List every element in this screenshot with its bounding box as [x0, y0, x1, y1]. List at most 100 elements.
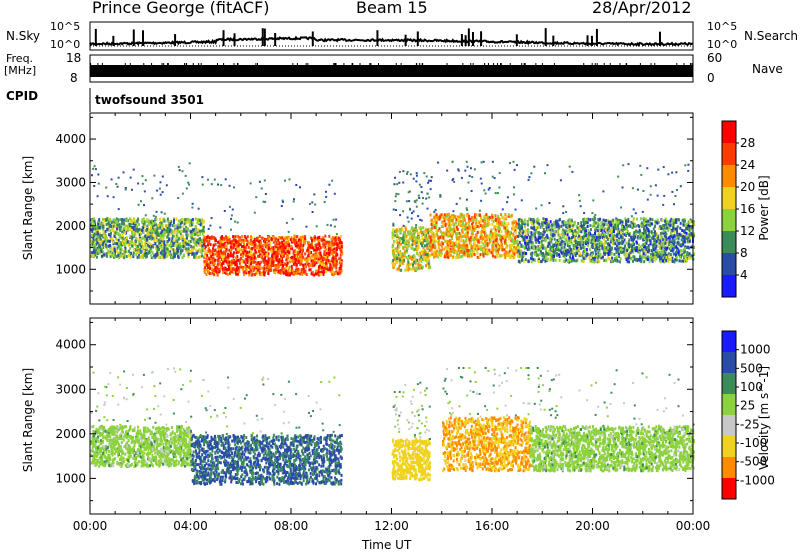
power-cell: [112, 224, 115, 228]
power-cell: [98, 218, 101, 222]
power-cell: [277, 262, 280, 266]
power-cell: [466, 245, 469, 249]
power-cell: [181, 218, 184, 221]
power-cell: [102, 222, 105, 226]
power-cell: [316, 236, 319, 240]
power-cell: [443, 213, 446, 217]
power-cell: [539, 249, 542, 253]
power-cell: [158, 234, 160, 237]
power-cell: [513, 248, 515, 252]
power-cell: [497, 245, 499, 249]
power-cell: [568, 218, 571, 222]
power-cell: [297, 267, 300, 271]
power-cell: [635, 232, 637, 236]
power-cell: [142, 229, 145, 232]
power-cell: [512, 239, 515, 242]
power-cell: [393, 263, 396, 267]
power-cell: [408, 190, 411, 193]
power-cell: [191, 237, 194, 241]
power-cell: [291, 269, 294, 273]
power-cell: [131, 230, 133, 234]
power-cell: [418, 235, 421, 239]
power-cell: [317, 273, 320, 277]
power-cell: [136, 255, 139, 259]
power-cell: [159, 255, 162, 259]
power-cell: [282, 238, 285, 242]
power-cell: [109, 255, 112, 259]
power-cell: [472, 225, 475, 229]
power-cell: [283, 254, 286, 258]
power-cell: [485, 215, 488, 219]
power-cell: [399, 228, 401, 232]
power-cell: [241, 260, 244, 264]
power-cell: [480, 245, 483, 249]
power-cell: [159, 243, 162, 247]
power-cell: [187, 233, 190, 237]
power-cell: [407, 220, 410, 223]
power-cell: [207, 262, 210, 266]
power-cell: [115, 254, 118, 258]
power-cell: [298, 258, 301, 262]
power-cell: [649, 242, 652, 246]
power-cell: [212, 247, 215, 251]
power-cell: [410, 246, 413, 250]
power-cell: [330, 259, 333, 263]
power-cell: [184, 241, 187, 245]
power-cell: [136, 220, 139, 224]
power-cell: [125, 255, 128, 258]
power-cell: [534, 236, 537, 240]
power-cell: [327, 251, 330, 255]
power-cell: [451, 228, 454, 231]
power-cell: [482, 249, 485, 253]
power-cell: [222, 252, 225, 256]
power-cell: [478, 221, 481, 225]
power-cell: [445, 226, 448, 230]
power-cell: [115, 217, 118, 221]
power-cell: [176, 226, 179, 230]
power-cell: [509, 162, 511, 165]
power-cell: [187, 252, 190, 256]
power-cell: [421, 241, 424, 245]
power-cell: [97, 173, 100, 176]
power-cell: [228, 184, 231, 187]
power-cell: [250, 262, 252, 266]
power-cell: [111, 253, 114, 257]
power-cell: [412, 247, 415, 251]
power-cell: [251, 265, 254, 269]
power-cell: [425, 236, 428, 240]
power-cell: [254, 273, 256, 277]
power-cell: [675, 254, 678, 258]
power-cell: [467, 181, 470, 184]
power-cell: [218, 255, 221, 259]
power-cell: [242, 260, 245, 264]
power-cell: [398, 245, 401, 249]
power-cell: [174, 240, 177, 244]
power-cell: [181, 192, 184, 195]
power-cell: [107, 239, 110, 243]
power-cell: [428, 244, 431, 248]
power-cell: [137, 251, 140, 255]
power-cell: [182, 244, 185, 248]
power-cell: [514, 231, 517, 235]
power-cell: [257, 240, 260, 244]
power-cell: [413, 240, 415, 244]
power-cell: [404, 250, 406, 254]
power-cell: [486, 246, 489, 250]
power-cell: [120, 248, 123, 252]
beam-title: Beam 15: [356, 0, 428, 17]
power-cell: [659, 255, 662, 259]
power-cell: [490, 247, 493, 251]
power-cell: [405, 234, 408, 238]
power-cell: [480, 161, 483, 164]
power-cell: [250, 269, 253, 273]
power-cell: [428, 179, 431, 182]
power-cell: [201, 232, 204, 236]
power-cell: [408, 231, 411, 235]
power-cell: [617, 252, 620, 256]
power-cell: [487, 252, 490, 256]
power-cell: [321, 256, 324, 260]
power-cell: [184, 243, 186, 247]
power-cell: [425, 243, 428, 247]
power-cell: [144, 179, 147, 182]
power-cell: [124, 245, 126, 248]
